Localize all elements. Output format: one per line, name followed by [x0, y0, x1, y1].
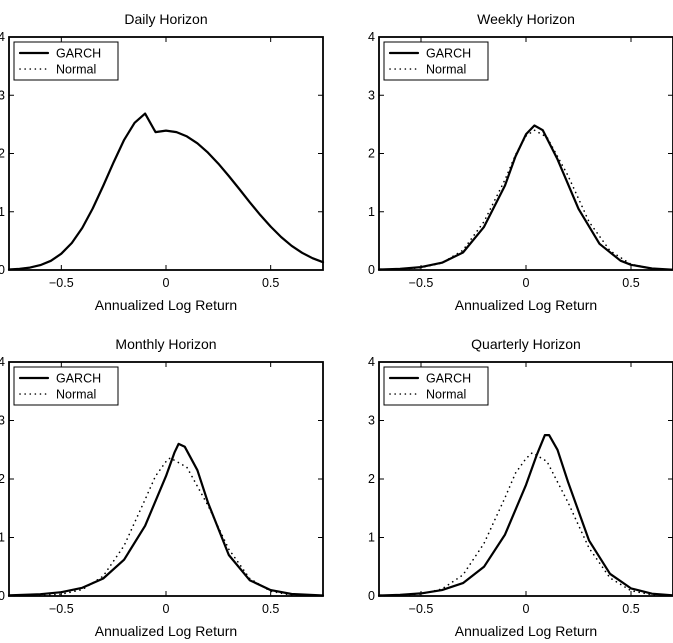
legend-label-normal: Normal — [426, 63, 466, 77]
series-line-normal — [378, 129, 673, 271]
legend-label-garch: GARCH — [426, 47, 471, 61]
x-tick-label: 0 — [163, 276, 170, 290]
legend-label-garch: GARCH — [56, 372, 101, 386]
y-tick-label: 2 — [368, 472, 375, 486]
y-tick-label: 1 — [368, 531, 375, 545]
x-axis-label: Annualized Log Return — [455, 623, 597, 639]
y-tick-label: 3 — [368, 88, 375, 102]
subplot-title: Monthly Horizon — [115, 336, 216, 352]
y-tick-label: 0 — [0, 263, 5, 277]
y-tick-label: 4 — [0, 355, 5, 369]
y-tick-label: 3 — [0, 88, 5, 102]
series-line-garch — [7, 112, 325, 271]
series-line-garch — [377, 434, 673, 597]
legend-label-normal: Normal — [426, 388, 466, 402]
x-axis-label: Annualized Log Return — [455, 297, 597, 313]
series-line-normal — [8, 457, 324, 597]
y-tick-label: 4 — [0, 30, 5, 44]
y-tick-label: 2 — [0, 147, 5, 161]
subplot-3: Monthly Horizon 0 1 2 3 4 −0.5 0 0.5 Annualized L… — [0, 336, 325, 639]
legend-label-normal: Normal — [56, 63, 96, 77]
y-tick-label: 0 — [368, 589, 375, 603]
y-tick-label: 1 — [0, 205, 5, 219]
x-tick-label: −0.5 — [409, 276, 434, 290]
x-tick-label: 0.5 — [622, 602, 639, 616]
x-tick-label: 0.5 — [262, 602, 279, 616]
legend: GARCH Normal — [383, 41, 489, 81]
series-line-normal — [8, 112, 324, 271]
x-tick-label: −0.5 — [49, 276, 74, 290]
subplot-title: Quarterly Horizon — [471, 336, 581, 352]
subplot-1: Daily Horizon 0 1 2 3 4 −0.5 0 0.5 Annualized Log… — [0, 11, 325, 313]
y-tick-label: 4 — [368, 30, 375, 44]
y-tick-label: 2 — [0, 472, 5, 486]
subplot-title: Weekly Horizon — [477, 11, 575, 27]
legend-label-garch: GARCH — [56, 47, 101, 61]
legend-box — [13, 366, 119, 406]
y-tick-label: 2 — [368, 147, 375, 161]
subplot-title: Daily Horizon — [124, 11, 207, 27]
legend: GARCH Normal — [13, 41, 119, 81]
y-tick-label: 3 — [368, 414, 375, 428]
subplot-4: Quarterly Horizon 0 1 2 3 4 −0.5 0 0.5 Annualized… — [368, 336, 673, 639]
x-tick-label: 0 — [523, 602, 530, 616]
y-tick-label: 1 — [0, 531, 5, 545]
legend: GARCH Normal — [383, 366, 489, 406]
subplot-2: Weekly Horizon 0 1 2 3 4 −0.5 0 0.5 Annualized Lo… — [368, 11, 673, 313]
y-tick-label: 1 — [368, 205, 375, 219]
series-line-garch — [377, 124, 673, 271]
y-tick-label: 0 — [368, 263, 375, 277]
x-tick-label: 0.5 — [622, 276, 639, 290]
y-tick-label: 0 — [0, 589, 5, 603]
x-axis-label: Annualized Log Return — [95, 297, 237, 313]
x-tick-label: −0.5 — [49, 602, 74, 616]
x-axis-label: Annualized Log Return — [95, 623, 237, 639]
x-tick-label: 0.5 — [262, 276, 279, 290]
y-tick-label: 4 — [368, 355, 375, 369]
legend-box — [383, 366, 489, 406]
legend: GARCH Normal — [13, 366, 119, 406]
legend-label-normal: Normal — [56, 388, 96, 402]
y-tick-label: 3 — [0, 414, 5, 428]
legend-box — [383, 41, 489, 81]
x-tick-label: −0.5 — [409, 602, 434, 616]
series-line-normal — [378, 451, 673, 597]
x-tick-label: 0 — [523, 276, 530, 290]
legend-label-garch: GARCH — [426, 372, 471, 386]
legend-box — [13, 41, 119, 81]
series-line-garch — [7, 442, 325, 597]
x-tick-label: 0 — [163, 602, 170, 616]
